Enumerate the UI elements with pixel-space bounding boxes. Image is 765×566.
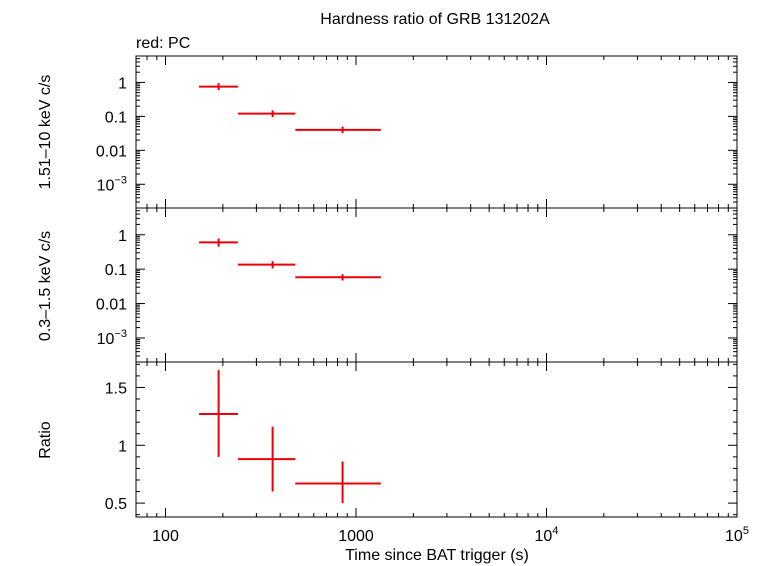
panel-hard-band: 1 0.1 0.01 10−3 1.51–10 keV c/s xyxy=(37,55,738,209)
data-point xyxy=(295,461,381,504)
y-tick-label: 1 xyxy=(118,438,127,455)
data-point xyxy=(199,238,238,247)
panel-ratio: 1.5 1 0.5 Ratio 100 1000 104 105 xyxy=(37,361,749,545)
y-tick-label: 10−3 xyxy=(97,174,127,194)
y-tick-label: 0.1 xyxy=(105,262,127,279)
x-tick-label: 104 xyxy=(535,525,559,545)
x-tick-label: 1000 xyxy=(338,528,374,545)
chart-title: Hardness ratio of GRB 131202A xyxy=(320,11,550,28)
x-tick-label: 100 xyxy=(152,528,179,545)
y-tick-label: 10−3 xyxy=(97,328,127,348)
data-point xyxy=(237,110,296,118)
y-tick-label: 0.01 xyxy=(96,143,127,160)
y-tick-label: 0.01 xyxy=(96,297,127,314)
legend-note: red: PC xyxy=(136,35,190,52)
y-tick-label: 0.1 xyxy=(105,109,127,126)
x-tick-label: 105 xyxy=(725,525,749,545)
panel-frame xyxy=(135,361,738,518)
y-tick-label: 1 xyxy=(118,228,127,245)
y-tick-label: 0.5 xyxy=(105,496,127,513)
panels: 1 0.1 0.01 10−3 1.51–10 keV c/s 1 0.1 0.01 10−3 0… xyxy=(37,55,749,545)
data-point xyxy=(237,261,296,269)
panel-frame xyxy=(135,207,738,363)
y-axis-label: 1.51–10 keV c/s xyxy=(37,75,54,190)
y-axis-label: Ratio xyxy=(37,421,54,458)
panel-soft-band: 1 0.1 0.01 10−3 0.3–1.5 keV c/s xyxy=(37,207,738,363)
data-point xyxy=(199,370,238,457)
data-point xyxy=(237,426,296,492)
data-point xyxy=(199,83,238,90)
y-tick-label: 1 xyxy=(118,75,127,92)
data-point xyxy=(295,126,381,134)
data-point xyxy=(295,274,381,281)
panel-frame xyxy=(135,55,738,209)
x-axis-label: Time since BAT trigger (s) xyxy=(345,547,529,564)
y-axis-label: 0.3–1.5 keV c/s xyxy=(37,231,54,341)
y-tick-label: 1.5 xyxy=(105,380,127,397)
